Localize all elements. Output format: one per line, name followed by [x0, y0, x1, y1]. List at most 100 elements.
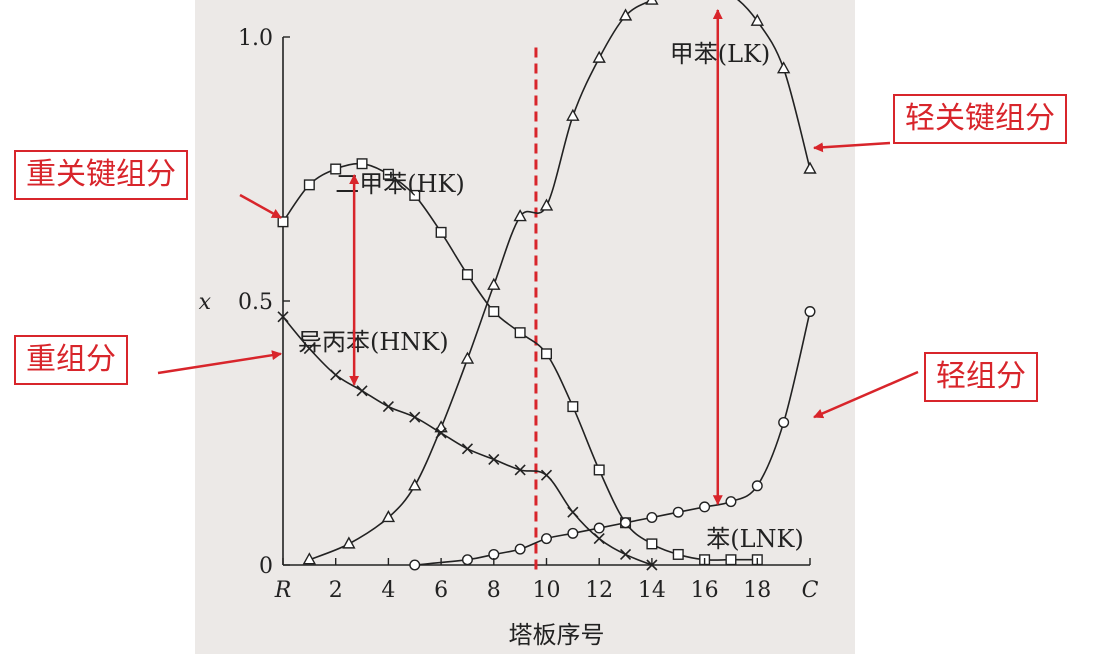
data-point — [409, 189, 421, 201]
data-point — [514, 327, 526, 339]
data-point — [342, 536, 356, 549]
data-point — [277, 216, 289, 228]
light-key-pointer-arrow — [813, 141, 891, 153]
data-point — [778, 416, 790, 428]
y-tick-label: 0.5 — [238, 290, 273, 315]
series-1 — [277, 158, 763, 566]
data-point — [618, 8, 633, 21]
data-point — [672, 548, 684, 560]
series-2 — [277, 311, 658, 571]
series-label: 异丙苯(HNK) — [298, 328, 449, 356]
x-tick-label: 4 — [381, 578, 395, 603]
data-point — [803, 161, 817, 174]
x-tick-label: 6 — [434, 578, 448, 603]
data-point — [646, 511, 658, 523]
data-point — [619, 548, 632, 561]
data-point — [488, 306, 500, 318]
data-point — [725, 554, 737, 566]
x-tick-label: 12 — [585, 578, 613, 603]
data-point — [408, 478, 422, 491]
label-layer: 甲苯(LK)二甲苯(HK)异丙苯(HNK)苯(LNK) — [298, 40, 804, 553]
data-point — [488, 548, 500, 560]
data-point — [566, 108, 580, 121]
data-point — [646, 538, 658, 550]
data-point — [381, 510, 396, 523]
data-point — [409, 411, 421, 423]
data-point — [699, 501, 711, 513]
arrow-layer — [157, 9, 919, 506]
x-tick-label: 10 — [533, 578, 561, 603]
data-point — [593, 464, 605, 476]
data-point — [461, 554, 473, 566]
heavy-pointer-arrow — [157, 350, 282, 375]
data-point — [593, 533, 605, 545]
y-tick-label: 0 — [259, 554, 273, 579]
series-label: 苯(LNK) — [706, 525, 804, 553]
x-tick-label: R — [274, 578, 292, 603]
x-tick-label: 16 — [691, 578, 719, 603]
data-point — [620, 517, 632, 529]
data-point — [330, 163, 342, 175]
data-point — [382, 401, 394, 413]
data-point — [750, 13, 764, 26]
data-point — [513, 209, 527, 222]
data-point — [567, 401, 579, 413]
data-point — [303, 179, 315, 191]
data-point — [487, 277, 501, 290]
data-point — [356, 385, 368, 397]
data-point — [435, 427, 447, 439]
data-point — [356, 158, 368, 170]
data-point — [460, 351, 475, 364]
data-point — [541, 348, 553, 360]
data-point — [593, 522, 605, 534]
data-point — [302, 552, 317, 565]
data-point — [277, 311, 289, 323]
data-point — [539, 198, 554, 211]
y-axis-label: x — [199, 290, 212, 315]
light-pointer-arrow — [813, 370, 919, 419]
heavy-key-pointer-arrow — [239, 193, 282, 219]
data-point — [409, 559, 421, 571]
x-tick-label: 8 — [487, 578, 501, 603]
data-point — [488, 453, 500, 465]
light-key-callout: 轻关键组分 — [893, 94, 1067, 144]
data-point — [382, 168, 394, 180]
series-0 — [302, 0, 817, 565]
data-point — [804, 306, 816, 318]
data-point — [645, 0, 659, 5]
data-point — [776, 61, 791, 74]
series-line — [309, 0, 811, 561]
data-point — [514, 543, 526, 555]
data-point — [514, 464, 526, 476]
series-layer — [277, 0, 817, 571]
x-axis-label: 塔板序号 — [509, 621, 605, 649]
heavy-callout: 重组分 — [14, 335, 128, 385]
data-point — [330, 369, 342, 381]
scanned-figure-background — [195, 0, 855, 654]
series-3 — [409, 306, 816, 571]
data-point — [540, 469, 553, 481]
x-tick-label: 14 — [638, 578, 666, 603]
data-point — [567, 527, 579, 539]
data-point — [592, 50, 606, 63]
data-point — [461, 443, 474, 455]
data-point — [435, 226, 447, 238]
chart-axes — [282, 37, 810, 566]
x-tick-label: 2 — [329, 578, 343, 603]
tick-layer: R 2 4 6 8 10 12 14 16 18 C 0 0.5 1.0 x 塔板序号 — [199, 26, 819, 649]
x-tick-label: C — [802, 578, 819, 603]
series-label: 甲苯(LK) — [670, 40, 771, 68]
data-point — [672, 506, 684, 518]
data-point — [303, 342, 315, 355]
data-point — [725, 496, 737, 508]
data-point — [751, 480, 763, 492]
heavy-key-callout: 重关键组分 — [14, 150, 188, 200]
data-point — [541, 533, 553, 545]
x-tick-label: 18 — [743, 578, 771, 603]
data-point — [567, 506, 579, 518]
data-point — [461, 269, 473, 281]
light-callout: 轻组分 — [924, 352, 1038, 402]
y-tick-label: 1.0 — [238, 26, 273, 51]
